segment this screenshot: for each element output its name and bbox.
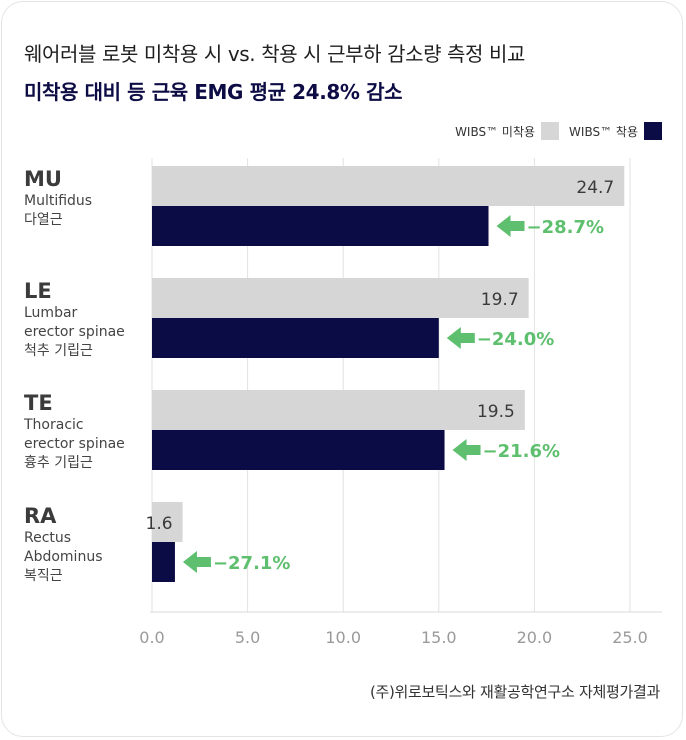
category-description: Lumbar erector spinae 척추 기립근: [24, 305, 125, 359]
x-tick-label: 5.0: [235, 628, 260, 647]
x-tick-label: 25.0: [612, 628, 648, 647]
reduction-label: −24.0%: [477, 329, 555, 350]
category-label-le: LE Lumbar erector spinae 척추 기립근: [24, 278, 125, 361]
category-abbr: TE: [24, 391, 53, 415]
x-tick-label: 15.0: [421, 628, 457, 647]
reduction-arrow-icon: [446, 327, 475, 349]
bar-after: [152, 318, 439, 358]
reduction-arrow-icon: [496, 215, 525, 237]
category-description: Multifidus 다열근: [24, 193, 93, 228]
data-label-before: 24.7: [576, 178, 614, 198]
category-description: Thoracic erector spinae 흉추 기립근: [24, 417, 125, 471]
legend-item-before: WIBS™ 미착용: [455, 122, 560, 140]
chart-subtitle: 미착용 대비 등 근육 EMG 평균 24.8% 감소: [24, 80, 403, 104]
x-tick-label: 20.0: [517, 628, 553, 647]
reduction-arrow-icon: [182, 551, 211, 573]
legend-label-before: WIBS™ 미착용: [455, 124, 536, 139]
legend-swatch-before: [541, 122, 560, 140]
bar-after: [152, 542, 175, 582]
legend-swatch-after: [644, 122, 662, 140]
legend-item-after: WIBS™ 착용: [569, 122, 662, 140]
data-label-before: 19.7: [481, 290, 519, 310]
category-abbr: MU: [24, 167, 62, 191]
reduction-arrow-icon: [452, 439, 481, 461]
reduction-label: −21.6%: [483, 441, 561, 462]
category-description: Rectus Abdominus 복직근: [24, 530, 103, 584]
category-label-ra: RA Rectus Abdominus 복직근: [24, 503, 102, 586]
legend: WIBS™ 미착용 WIBS™ 착용: [445, 122, 662, 140]
data-label-before: 1.6: [146, 514, 173, 534]
bar-before: [152, 390, 525, 430]
chart-title: 웨어러블 로봇 미착용 시 vs. 착용 시 근부하 감소량 측정 비교: [24, 42, 525, 66]
category-abbr: RA: [24, 504, 57, 528]
reduction-label: −27.1%: [213, 553, 291, 574]
legend-label-after: WIBS™ 착용: [569, 124, 638, 139]
reduction-label: −28.7%: [527, 217, 605, 238]
category-label-te: TE Thoracic erector spinae 흉추 기립근: [24, 390, 125, 473]
bar-before: [152, 502, 183, 542]
source-note: (주)위로보틱스와 재활공학연구소 자체평가결과: [369, 683, 660, 701]
bar-after: [152, 430, 445, 470]
x-tick-label: 10.0: [325, 628, 361, 647]
category-abbr: LE: [24, 279, 52, 303]
bar-before: [152, 278, 529, 318]
category-label-mu: MU Multifidus 다열근: [24, 166, 92, 230]
data-label-before: 19.5: [477, 402, 515, 422]
bar-before: [152, 166, 625, 206]
x-tick-label: 0.0: [139, 628, 164, 647]
bar-after: [152, 206, 489, 246]
